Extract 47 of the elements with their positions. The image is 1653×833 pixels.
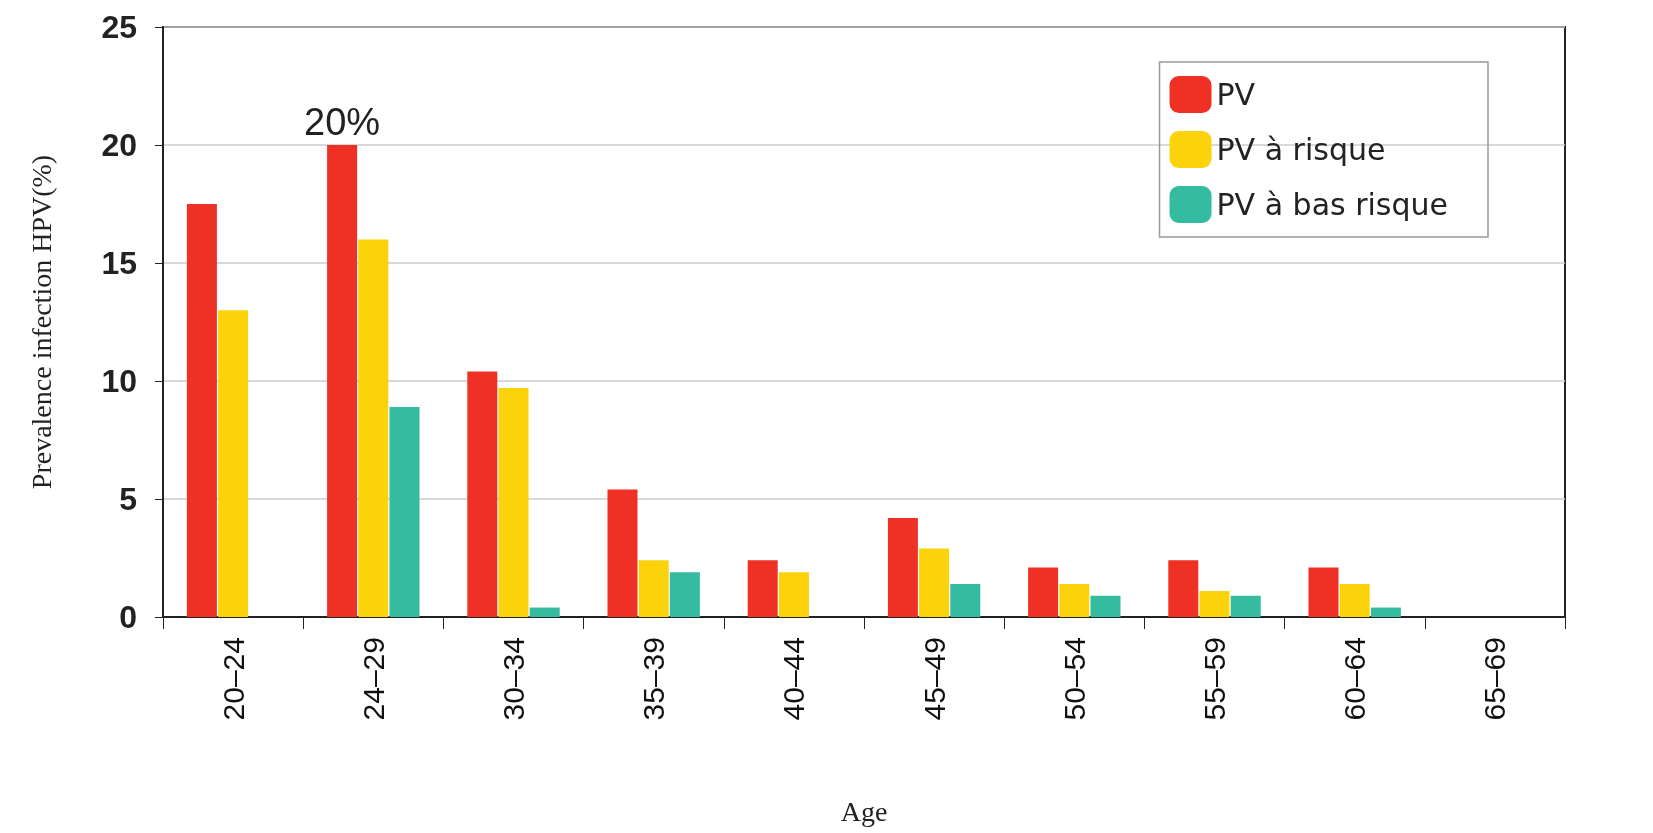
x-tick-label: 55–59 <box>1198 637 1231 721</box>
x-tick-label: 65–69 <box>1478 637 1512 721</box>
bar <box>669 572 700 617</box>
legend-label: PV à bas risque <box>1216 187 1449 222</box>
x-tick-label: 35–39 <box>637 637 671 721</box>
bar <box>1059 583 1090 617</box>
bar <box>607 489 638 617</box>
y-tick-label: 0 <box>119 599 137 635</box>
x-tick-label: 50–54 <box>1057 637 1091 721</box>
bar <box>1199 591 1230 617</box>
data-label: 20% <box>304 101 381 143</box>
bar <box>327 145 358 617</box>
bar <box>1308 567 1339 617</box>
x-axis-title: Age <box>840 795 888 827</box>
bar <box>747 560 778 617</box>
bar <box>1230 595 1261 617</box>
bar <box>638 560 669 617</box>
y-tick-label: 10 <box>101 363 137 399</box>
legend-label: PV à risque <box>1216 132 1386 167</box>
bar <box>1370 607 1401 617</box>
x-tick-label: 45–49 <box>917 637 951 721</box>
bar <box>887 517 918 617</box>
x-tick-label: 24–29 <box>356 637 390 721</box>
x-tick-label: 40–44 <box>777 637 811 721</box>
bar <box>1090 595 1121 617</box>
y-axis-title: Prevalence infection HPV(%) <box>25 154 57 490</box>
bar <box>186 204 217 617</box>
bar <box>467 371 498 617</box>
y-tick-label: 25 <box>101 9 137 45</box>
x-tick-label: 20–24 <box>216 637 250 721</box>
bar <box>529 607 560 617</box>
bar <box>498 388 529 617</box>
bar <box>389 406 420 617</box>
bar <box>1028 567 1059 617</box>
x-tick-label: 30–34 <box>497 637 530 721</box>
bar <box>358 239 389 617</box>
bar <box>1339 583 1370 617</box>
bar <box>950 583 981 617</box>
y-tick-label: 5 <box>119 481 137 517</box>
x-tick-label: 60–64 <box>1338 637 1372 721</box>
bar <box>778 572 809 617</box>
y-tick-label: 20 <box>101 127 137 163</box>
legend-label: PV <box>1216 77 1256 112</box>
bar <box>919 548 950 617</box>
bar <box>1168 560 1199 617</box>
y-tick-label: 15 <box>101 245 137 281</box>
bar <box>218 310 249 617</box>
